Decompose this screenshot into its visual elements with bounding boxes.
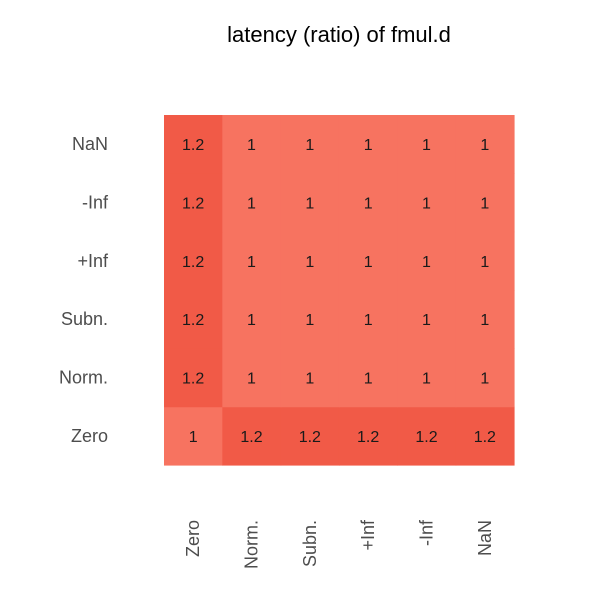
x-tick-label: Subn. <box>300 520 320 567</box>
x-tick-label: NaN <box>475 520 495 556</box>
cell-value-label: 1 <box>247 254 256 271</box>
heatmap-cell-NaN-Norm. <box>222 115 282 174</box>
heatmap-cell-labels: 1 1.2 1.2 1.2 1.2 1.2 1.2 1 1 1 1 1 1.2 1 1 1 1 1 1.2 1 1 1 1 1… <box>182 137 496 446</box>
cell-value-label: 1.2 <box>182 195 204 212</box>
heatmap-cell-NaN-NaN <box>455 115 515 174</box>
cell-value-label: 1 <box>247 195 256 212</box>
heatmap-cell-+Inf-Zero <box>164 231 223 291</box>
cell-value-label: 1 <box>480 195 489 212</box>
heatmap-cell-Norm.--Inf <box>397 348 457 408</box>
heatmap-cell-Subn.-Zero <box>164 289 223 349</box>
cell-value-label: 1 <box>305 370 314 387</box>
cell-value-label: 1.2 <box>182 370 204 387</box>
y-axis-tick-labels: Zero Norm. Subn. +Inf -Inf NaN <box>59 134 109 446</box>
heatmap-cell-Subn.-NaN <box>455 289 515 349</box>
heatmap-cell--Inf-Norm. <box>222 173 282 233</box>
heatmap-cell-Norm.-NaN <box>455 348 515 408</box>
heatmap-cell-Zero-Subn. <box>280 406 340 466</box>
x-tick-label: Zero <box>183 520 203 557</box>
heatmap-cell-Zero-NaN <box>455 406 515 466</box>
heatmap-cell-Norm.-Subn. <box>280 348 340 408</box>
heatmap-cell--Inf-NaN <box>455 173 515 233</box>
cell-value-label: 1 <box>247 137 256 154</box>
heatmap-cell-NaN--Inf <box>397 115 457 174</box>
cell-value-label: 1 <box>305 254 314 271</box>
cell-value-label: 1.2 <box>415 429 437 446</box>
heatmap-cell-Subn.-Norm. <box>222 289 282 349</box>
heatmap-cell-+Inf-Norm. <box>222 231 282 291</box>
cell-value-label: 1.2 <box>240 429 262 446</box>
cell-value-label: 1 <box>364 195 373 212</box>
x-tick-label: -Inf <box>416 519 436 546</box>
heatmap-cell-Subn.-Subn. <box>280 289 340 349</box>
cell-value-label: 1.2 <box>182 312 204 329</box>
cell-value-label: 1.2 <box>299 429 321 446</box>
cell-value-label: 1.2 <box>182 137 204 154</box>
y-tick-label: +Inf <box>77 251 109 271</box>
heatmap-cell-Subn.-+Inf <box>338 289 398 349</box>
heatmap-cell-Subn.--Inf <box>397 289 457 349</box>
cell-value-label: 1 <box>364 254 373 271</box>
heatmap-cell-Zero-+Inf <box>338 406 398 466</box>
cell-value-label: 1.2 <box>182 254 204 271</box>
heatmap-cell-Zero-Norm. <box>222 406 282 466</box>
heatmap-cell-Zero-Zero <box>164 406 223 466</box>
chart-title: latency (ratio) of fmul.d <box>227 22 451 47</box>
cell-value-label: 1 <box>305 195 314 212</box>
heatmap-cell--Inf-+Inf <box>338 173 398 233</box>
heatmap-cell-Norm.-+Inf <box>338 348 398 408</box>
cell-value-label: 1 <box>422 370 431 387</box>
heatmap-cell-NaN-Subn. <box>280 115 340 174</box>
cell-value-label: 1 <box>422 254 431 271</box>
heatmap-cell-Norm.-Zero <box>164 348 223 408</box>
cell-value-label: 1 <box>305 312 314 329</box>
heatmap-cell-NaN-Zero <box>164 115 223 174</box>
cell-value-label: 1.2 <box>357 429 379 446</box>
heatmap-cell-NaN-+Inf <box>338 115 398 174</box>
x-axis-tick-labels: Zero Norm. Subn. +Inf -Inf NaN <box>183 519 495 569</box>
cell-value-label: 1 <box>364 137 373 154</box>
cell-value-label: 1 <box>480 312 489 329</box>
heatmap-cell-+Inf-Subn. <box>280 231 340 291</box>
cell-value-label: 1 <box>422 312 431 329</box>
y-tick-label: -Inf <box>82 192 109 212</box>
cell-value-label: 1 <box>422 137 431 154</box>
cell-value-label: 1 <box>422 195 431 212</box>
cell-value-label: 1 <box>189 429 198 446</box>
y-tick-label: Norm. <box>59 367 108 387</box>
heatmap-cell-+Inf-NaN <box>455 231 515 291</box>
y-tick-label: NaN <box>72 134 108 154</box>
y-tick-label: Zero <box>71 426 108 446</box>
heatmap-cell-Norm.-Norm. <box>222 348 282 408</box>
heatmap-cell-+Inf-+Inf <box>338 231 398 291</box>
heatmap-cells <box>164 115 515 466</box>
cell-value-label: 1 <box>480 137 489 154</box>
cell-value-label: 1 <box>364 370 373 387</box>
heatmap-cell--Inf--Inf <box>397 173 457 233</box>
cell-value-label: 1.2 <box>474 429 496 446</box>
cell-value-label: 1 <box>305 137 314 154</box>
y-tick-label: Subn. <box>61 309 108 329</box>
x-tick-label: +Inf <box>358 519 378 551</box>
heatmap-cell-+Inf--Inf <box>397 231 457 291</box>
cell-value-label: 1 <box>247 370 256 387</box>
cell-value-label: 1 <box>480 254 489 271</box>
cell-value-label: 1 <box>247 312 256 329</box>
heatmap-cell--Inf-Subn. <box>280 173 340 233</box>
cell-value-label: 1 <box>364 312 373 329</box>
heatmap-cell-Zero--Inf <box>397 406 457 466</box>
cell-value-label: 1 <box>480 370 489 387</box>
heatmap-cell--Inf-Zero <box>164 173 223 233</box>
x-tick-label: Norm. <box>241 520 261 569</box>
